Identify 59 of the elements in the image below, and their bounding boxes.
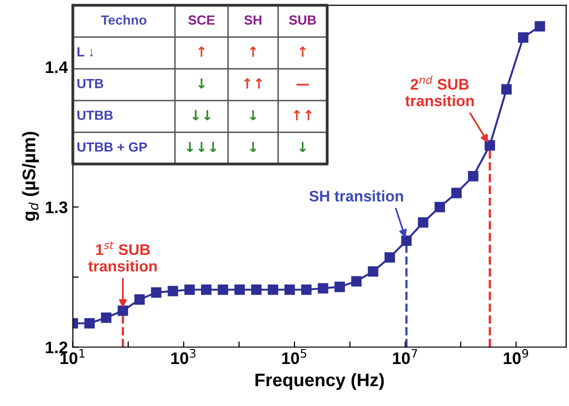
point — [518, 32, 528, 43]
text: ↑ — [300, 46, 306, 57]
point — [251, 284, 262, 295]
ref-line-label: 2$^{nd}$ SUB transition — [405, 76, 474, 106]
point — [151, 287, 162, 298]
point — [384, 252, 395, 263]
category-label: SH — [244, 15, 262, 25]
point — [501, 84, 512, 95]
point — [201, 284, 212, 295]
text: ↑↑ — [244, 78, 262, 88]
x-tick-label: 10$^{9}$ — [504, 348, 528, 364]
point — [351, 276, 362, 286]
text: Techno — [101, 15, 146, 25]
point — [184, 284, 195, 295]
ref-line-label: 1$^{st}$ SUB transition — [88, 242, 157, 272]
x-tick-label: 10$^{7}$ — [393, 349, 418, 364]
point — [134, 294, 145, 305]
point — [301, 284, 312, 295]
point — [84, 318, 95, 329]
point — [268, 284, 278, 295]
point — [451, 188, 462, 198]
point — [434, 202, 446, 212]
category-label: SUB — [289, 15, 316, 25]
point — [534, 21, 546, 32]
text: ↓ — [198, 78, 205, 89]
text: ↓↓↓ — [186, 142, 216, 152]
text: ↑ — [198, 46, 205, 57]
text: ↑↑ — [294, 110, 312, 120]
point — [468, 170, 478, 182]
text: ↓ — [250, 110, 256, 120]
x-axis-title: Frequency (Hz) — [255, 373, 384, 390]
point — [118, 305, 128, 316]
x-tick-label: 10$^{5}$ — [282, 349, 306, 364]
point — [218, 284, 228, 295]
y-tick-label: 1.4 — [46, 61, 68, 73]
point — [484, 140, 496, 151]
point — [334, 282, 345, 292]
text: ↑ — [250, 46, 256, 57]
text: ↓ — [300, 142, 306, 152]
x-tick-label: 10$^{3}$ — [171, 348, 196, 364]
category-label: UTB — [77, 78, 104, 88]
category-label: L ↓ — [78, 47, 93, 57]
point — [234, 284, 245, 295]
text: ↓ — [250, 142, 256, 152]
point — [368, 266, 378, 277]
category-label: UTBB + GP — [77, 142, 147, 152]
point — [168, 286, 178, 296]
category-label: SCE — [188, 15, 215, 25]
point — [401, 235, 412, 246]
point — [418, 217, 428, 228]
text: — — [296, 84, 309, 86]
category-label: UTBB — [77, 110, 113, 120]
text: ↓↓ — [192, 110, 210, 120]
y-axis-title: g$_{d}$ (µS/µm) — [22, 132, 40, 221]
point — [100, 312, 112, 323]
y-tick-label: 1.3 — [46, 201, 68, 214]
ref-line-label: SH transition — [309, 190, 404, 202]
point — [284, 284, 295, 295]
point — [318, 283, 328, 294]
